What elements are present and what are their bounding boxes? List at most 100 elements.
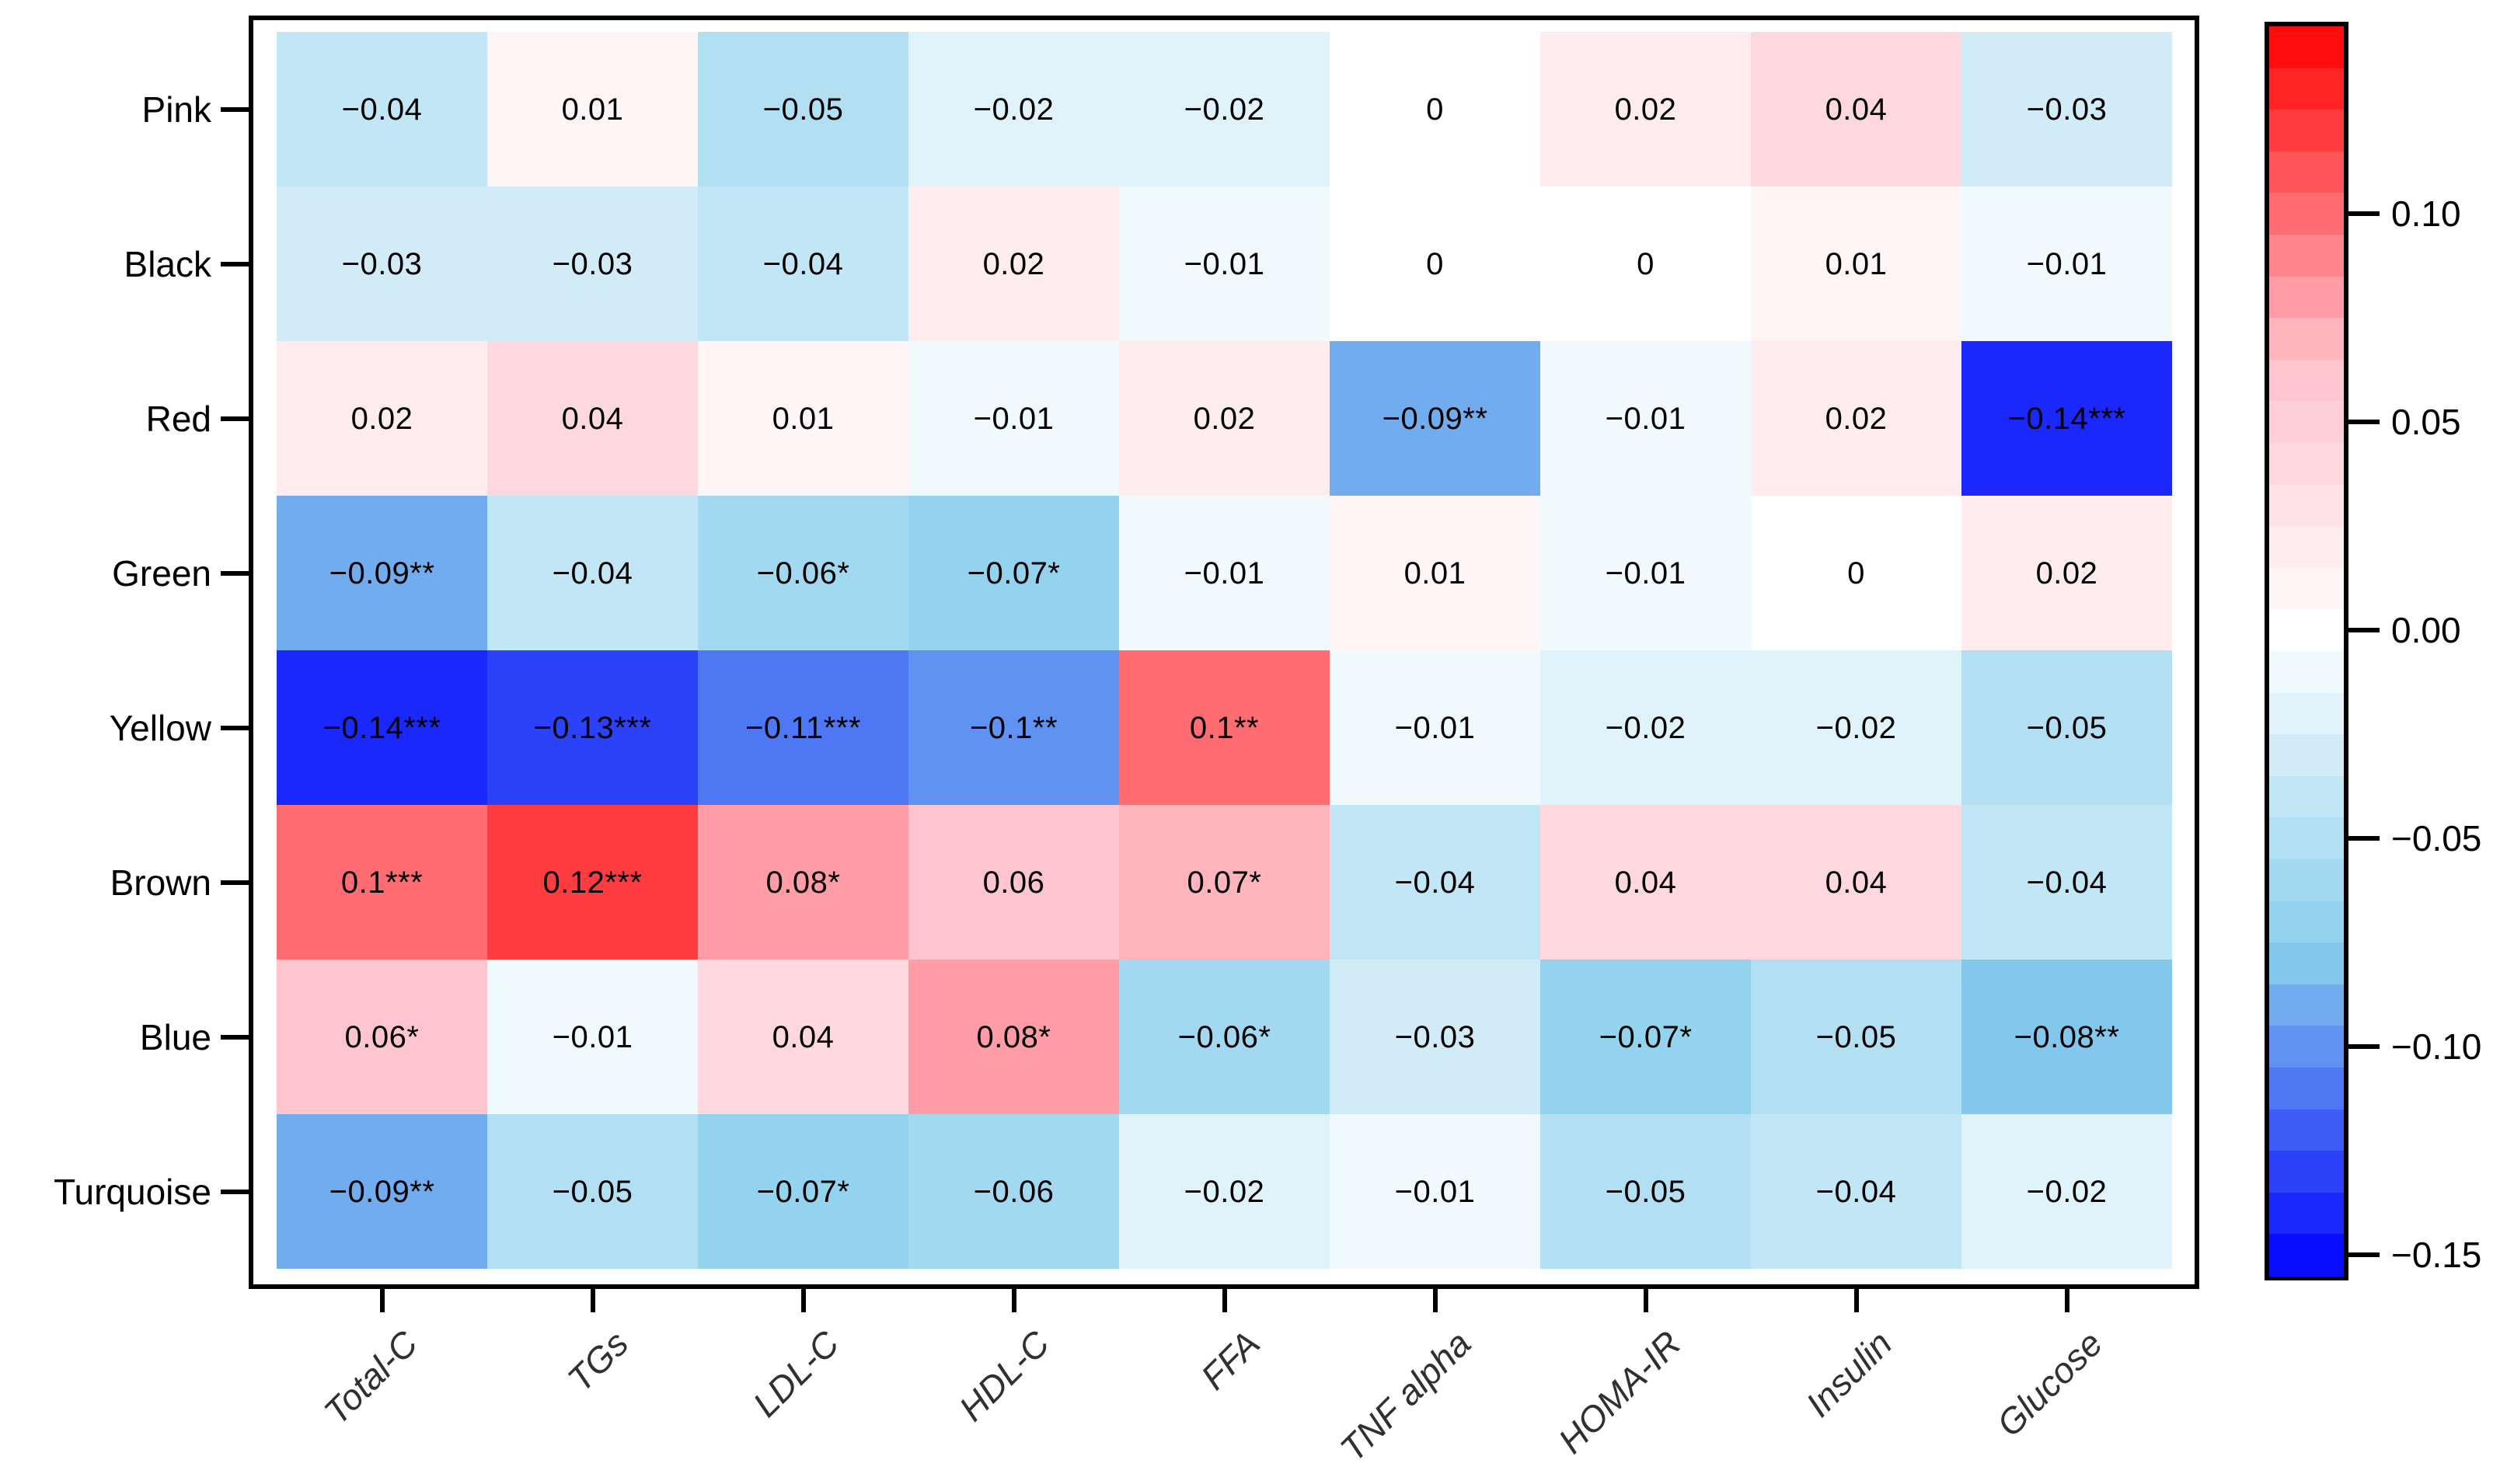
- cell-red-ldl-c: 0.01: [698, 341, 908, 496]
- cell-brown-ldl-c: 0.08*: [698, 805, 908, 960]
- cell-red-ffa: 0.02: [1119, 341, 1330, 496]
- col-tick-total-c: [379, 1289, 385, 1312]
- cell-red-tnf-alpha: −0.09**: [1330, 341, 1540, 496]
- colorbar-band: [2269, 401, 2344, 444]
- col-tick-glucose: [2064, 1289, 2069, 1312]
- colorbar-tick: [2348, 836, 2380, 841]
- colorbar-band: [2269, 526, 2344, 569]
- colorbar-band: [2269, 26, 2344, 69]
- col-label-tgs: TGs: [559, 1322, 636, 1399]
- colorbar-band: [2269, 318, 2344, 361]
- colorbar-band: [2269, 651, 2344, 694]
- colorbar-band: [2269, 692, 2344, 735]
- cell-brown-hdl-c: 0.06: [908, 805, 1119, 960]
- colorbar-band: [2269, 942, 2344, 985]
- col-label-insulin: Insulin: [1797, 1322, 1899, 1425]
- cell-green-hdl-c: −0.07*: [908, 496, 1119, 650]
- row-label-yellow: Yellow: [109, 707, 211, 748]
- colorbar-tick-label: −0.10: [2391, 1026, 2482, 1068]
- cell-black-ffa: −0.01: [1119, 186, 1330, 341]
- cell-red-glucose: −0.14***: [1961, 341, 2172, 496]
- colorbar-tick: [2348, 1252, 2380, 1258]
- row-label-turquoise: Turquoise: [54, 1171, 211, 1212]
- row-label-green: Green: [112, 552, 211, 594]
- colorbar-band: [2269, 276, 2344, 319]
- cell-blue-tnf-alpha: −0.03: [1330, 960, 1540, 1114]
- cell-blue-homa-ir: −0.07*: [1540, 960, 1751, 1114]
- cell-red-homa-ir: −0.01: [1540, 341, 1751, 496]
- colorbar-band: [2269, 151, 2344, 193]
- cell-blue-tgs: −0.01: [487, 960, 698, 1114]
- colorbar-band: [2269, 859, 2344, 902]
- colorbar-band: [2269, 609, 2344, 652]
- col-tick-ldl-c: [800, 1289, 806, 1312]
- cell-red-insulin: 0.02: [1751, 341, 1961, 496]
- row-label-black: Black: [124, 243, 211, 284]
- cell-pink-ffa: −0.02: [1119, 32, 1330, 186]
- cell-pink-total-c: −0.04: [277, 32, 487, 186]
- cell-blue-hdl-c: 0.08*: [908, 960, 1119, 1114]
- colorbar-band: [2269, 567, 2344, 610]
- cell-green-ldl-c: −0.06*: [698, 496, 908, 650]
- colorbar-band: [2269, 775, 2344, 818]
- colorbar: [2265, 22, 2348, 1280]
- colorbar-tick-label: −0.15: [2391, 1235, 2482, 1276]
- cell-blue-insulin: −0.05: [1751, 960, 1961, 1114]
- cell-brown-tgs: 0.12***: [487, 805, 698, 960]
- colorbar-band: [2269, 110, 2344, 152]
- cell-green-tgs: −0.04: [487, 496, 698, 650]
- cell-pink-ldl-c: −0.05: [698, 32, 908, 186]
- cell-turquoise-hdl-c: −0.06: [908, 1114, 1119, 1269]
- col-label-homa-ir: HOMA-IR: [1550, 1322, 1689, 1461]
- colorbar-tick-label: 0.00: [2391, 610, 2461, 651]
- row-tick-yellow: [221, 725, 249, 730]
- colorbar-band: [2269, 1151, 2344, 1193]
- row-label-blue: Blue: [139, 1016, 211, 1057]
- cell-pink-tgs: 0.01: [487, 32, 698, 186]
- colorbar-band: [2269, 901, 2344, 943]
- colorbar-tick: [2348, 628, 2380, 633]
- colorbar-band: [2269, 443, 2344, 486]
- cell-red-hdl-c: −0.01: [908, 341, 1119, 496]
- cell-black-tnf-alpha: 0: [1330, 186, 1540, 341]
- col-label-hdl-c: HDL-C: [950, 1322, 1057, 1429]
- cell-turquoise-insulin: −0.04: [1751, 1114, 1961, 1269]
- cell-turquoise-ffa: −0.02: [1119, 1114, 1330, 1269]
- cell-blue-glucose: −0.08**: [1961, 960, 2172, 1114]
- cell-turquoise-homa-ir: −0.05: [1540, 1114, 1751, 1269]
- cell-brown-total-c: 0.1***: [277, 805, 487, 960]
- cell-yellow-total-c: −0.14***: [277, 650, 487, 805]
- row-tick-black: [221, 261, 249, 266]
- colorbar-band: [2269, 1068, 2344, 1110]
- cell-blue-ffa: −0.06*: [1119, 960, 1330, 1114]
- cell-green-tnf-alpha: 0.01: [1330, 496, 1540, 650]
- cell-blue-total-c: 0.06*: [277, 960, 487, 1114]
- col-label-tnf-alpha: TNF alpha: [1331, 1322, 1478, 1469]
- cell-blue-ldl-c: 0.04: [698, 960, 908, 1114]
- cell-black-tgs: −0.03: [487, 186, 698, 341]
- colorbar-band: [2269, 817, 2344, 860]
- cell-brown-homa-ir: 0.04: [1540, 805, 1751, 960]
- row-tick-red: [221, 416, 249, 421]
- col-tick-hdl-c: [1011, 1289, 1016, 1312]
- colorbar-band: [2269, 1026, 2344, 1068]
- cell-green-homa-ir: −0.01: [1540, 496, 1751, 650]
- cell-yellow-ffa: 0.1**: [1119, 650, 1330, 805]
- cell-green-ffa: −0.01: [1119, 496, 1330, 650]
- cell-turquoise-tgs: −0.05: [487, 1114, 698, 1269]
- cell-black-ldl-c: −0.04: [698, 186, 908, 341]
- colorbar-tick: [2348, 211, 2380, 217]
- col-tick-insulin: [1853, 1289, 1859, 1312]
- cell-pink-insulin: 0.04: [1751, 32, 1961, 186]
- colorbar-band: [2269, 68, 2344, 110]
- heatmap-cell-grid: −0.04 0.01 −0.05 −0.02 −0.02 0 0.02 0.04 −0.03 −0…: [277, 32, 2172, 1269]
- col-tick-tnf-alpha: [1432, 1289, 1438, 1312]
- cell-pink-hdl-c: −0.02: [908, 32, 1119, 186]
- cell-yellow-tnf-alpha: −0.01: [1330, 650, 1540, 805]
- cell-green-glucose: 0.02: [1961, 496, 2172, 650]
- col-label-ffa: FFA: [1193, 1322, 1267, 1398]
- cell-red-tgs: 0.04: [487, 341, 698, 496]
- row-tick-blue: [221, 1034, 249, 1040]
- colorbar-band: [2269, 359, 2344, 402]
